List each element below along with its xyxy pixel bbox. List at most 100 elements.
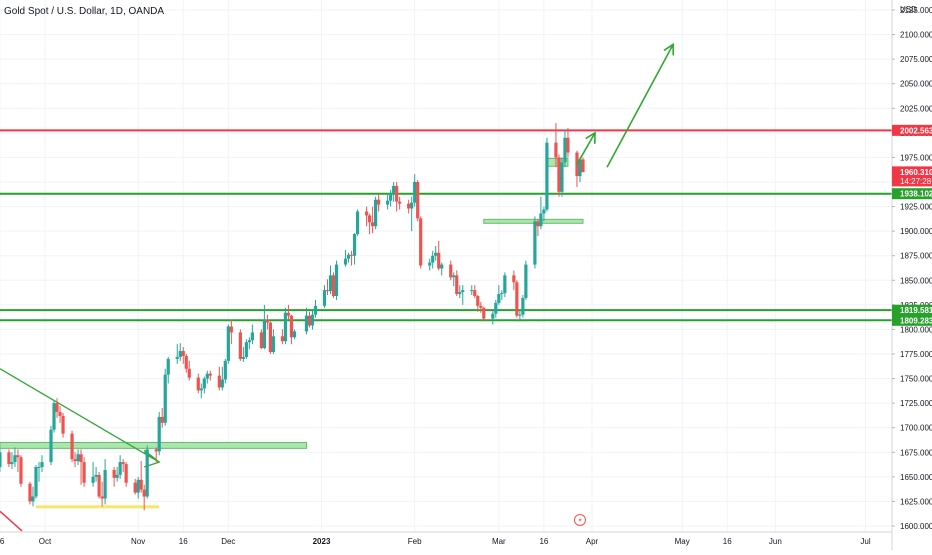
candle [491,309,495,325]
candle [13,447,17,468]
candle [512,270,516,291]
candle [208,370,212,381]
candle [139,461,143,493]
candle [34,465,38,499]
candle-body [31,496,35,502]
candle [37,462,41,482]
candle-body [370,222,375,227]
candle [73,452,77,468]
candle [226,324,230,364]
candle [160,408,164,428]
candle [386,193,390,210]
price-tick-label: 1775.000 [900,350,932,359]
candle-body [0,452,2,468]
candle-body [175,356,179,359]
candle [536,219,540,237]
candle-body [178,351,182,357]
price-tick-label: 1850.000 [900,276,932,285]
candle [31,486,35,507]
candle [310,309,315,330]
candle [292,329,297,340]
price-label: 1938.102 [892,188,932,200]
candle-body [289,315,294,338]
candle-body [413,182,417,203]
candle-body [61,415,65,434]
candle-body [217,375,221,388]
candle-body [34,467,38,497]
price-tick-label: 1925.000 [900,203,932,212]
candle [407,199,411,214]
candle-body [554,142,558,158]
candle-body [184,355,188,369]
candle-body [416,182,420,219]
candle [205,370,209,384]
candle-body [566,137,570,153]
trendline-arrowhead [143,449,161,468]
candle [181,347,185,364]
candle-body [377,199,381,205]
candle [497,285,501,305]
candle [82,457,86,487]
candle [349,250,354,266]
candle [19,455,23,487]
price-tick-label: 1725.000 [900,399,932,408]
arrow-head [585,131,596,144]
time-tick-label: Apr [586,537,599,546]
candle [304,307,309,335]
price-label-box [892,304,932,316]
candle [500,290,504,300]
candle [202,376,206,394]
candle-body [223,360,227,380]
candle [416,180,420,222]
candle-body [229,326,233,333]
candle-body [76,454,80,462]
candle-body [503,275,507,294]
candle [503,272,507,297]
candle-body [292,331,297,338]
time-tick-label: 2023 [313,537,331,546]
candle-body [199,388,203,391]
candle [410,196,414,232]
levels [0,129,892,322]
candle-body [13,455,17,463]
candle [196,373,200,394]
candle [97,471,101,499]
candle [229,319,233,345]
candle [539,196,543,230]
candle-body [437,252,441,269]
candle [428,258,432,271]
candle-body [515,282,519,316]
candle-body [313,305,318,315]
candle-body [271,336,276,353]
time-tick-label: Dec [221,537,235,546]
candle [142,484,146,511]
candle [581,157,585,173]
candle-body [280,336,285,342]
candle [118,455,122,479]
price-label: 1819.581 [892,304,932,316]
candle [515,280,519,318]
price-countdown: 14:27:28 [900,177,932,186]
candle-body [70,433,74,460]
candle [280,329,285,345]
candle-body [118,462,122,475]
time-tick-label: Oct [39,537,52,546]
candle-body [205,373,209,379]
candle [49,425,53,466]
candle-body [244,342,248,357]
candle-body [91,476,95,483]
candle [145,445,149,499]
lightning-icon-glyph [578,516,582,524]
candle-body [163,374,167,423]
time-tick-label: Jun [769,537,782,546]
candle [461,285,465,305]
candle-body [563,137,567,163]
price-label: 2002.563 [892,124,932,136]
candle [307,311,312,328]
price-label-box [892,314,932,326]
candle [395,182,399,212]
candle [419,216,423,269]
price-label-text: 1960.310 [900,168,932,177]
